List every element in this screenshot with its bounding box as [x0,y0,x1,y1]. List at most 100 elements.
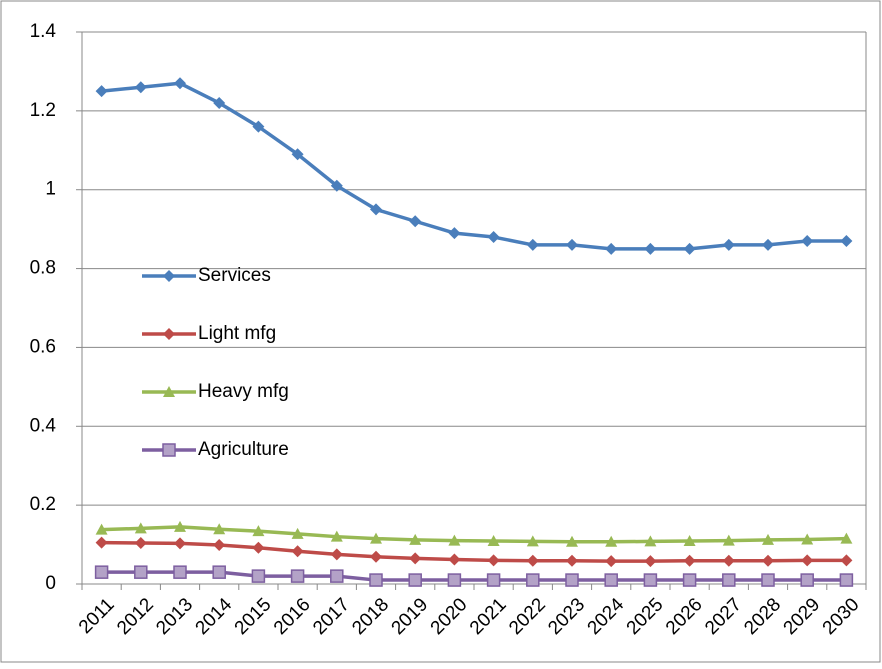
marker [134,565,148,579]
marker [840,234,853,247]
marker [565,573,579,587]
marker [683,242,696,255]
marker [566,238,578,251]
series-line [101,540,847,563]
marker [605,535,618,547]
marker [447,573,462,587]
marker [722,238,735,251]
y-tick-label: 0.4 [30,415,57,436]
marker [605,555,618,568]
marker [487,231,500,244]
legend-label: Services [198,265,271,286]
marker [839,573,854,587]
marker [213,538,226,551]
marker [409,533,422,545]
marker [369,573,383,587]
marker [213,96,226,109]
marker [604,573,618,587]
marker [174,520,186,532]
marker [566,535,578,547]
marker [252,525,265,537]
marker [840,554,853,567]
marker [95,523,108,535]
marker [682,573,697,587]
marker [251,569,266,583]
y-tick-label: 0.6 [30,336,56,357]
marker [605,242,618,255]
marker [290,569,305,583]
marker [801,554,814,567]
y-tick-label: 1.4 [30,21,57,42]
marker [330,548,343,561]
marker [163,328,175,340]
marker [134,81,147,94]
marker [95,85,108,98]
marker [448,534,461,546]
marker [134,522,147,534]
marker [370,203,382,216]
marker [683,554,696,567]
marker [409,215,422,228]
marker [95,536,108,549]
marker [162,443,176,457]
marker [801,533,814,545]
marker [291,148,304,161]
marker [174,537,186,550]
legend-label: Heavy mfg [198,381,289,402]
marker [643,573,658,587]
marker [487,535,500,547]
marker [330,179,343,192]
series-line [101,525,847,544]
marker [134,536,147,549]
marker [762,533,774,545]
marker [486,573,501,587]
marker [526,535,539,547]
marker [683,535,696,547]
marker [174,77,186,90]
marker [762,238,774,251]
marker [487,554,500,567]
marker [330,530,343,542]
marker [762,554,774,567]
marker [761,573,775,587]
y-tick-label: 0.8 [30,258,56,279]
marker [370,550,382,563]
marker [722,554,735,567]
marker [163,270,175,282]
marker [526,573,540,587]
marker [526,554,539,567]
marker [526,238,539,251]
marker [408,573,422,587]
marker [644,242,657,255]
marker [722,573,736,587]
marker [801,234,814,247]
marker [163,386,175,397]
marker [840,532,853,544]
marker [94,565,109,579]
marker [212,565,226,579]
marker [213,523,226,535]
marker [566,554,578,567]
marker [330,569,344,583]
marker [252,120,265,133]
legend-label: Agriculture [198,439,289,460]
marker [173,565,187,579]
marker [291,545,304,558]
series-line [101,81,847,251]
marker [252,541,265,554]
marker [800,573,814,587]
marker [722,534,735,546]
marker [644,555,657,568]
legend-label: Light mfg [198,323,276,344]
marker [644,535,657,547]
marker [409,552,422,565]
y-tick-label: 1.2 [30,100,56,121]
marker [448,227,461,240]
y-tick-label: 0.2 [30,494,56,515]
marker [291,527,304,539]
marker [370,532,382,544]
y-tick-label: 1 [45,179,56,200]
y-tick-label: 0 [45,573,56,594]
